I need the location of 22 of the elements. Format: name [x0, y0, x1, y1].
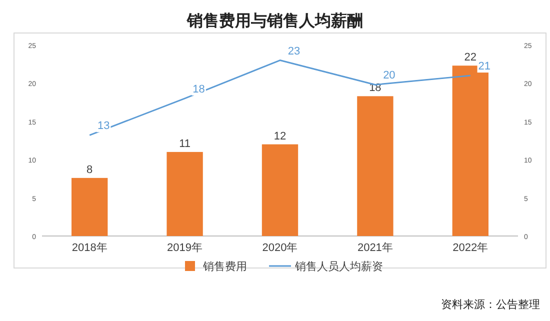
data-label: 13	[97, 120, 110, 132]
x-tick-label: 2019年	[167, 242, 203, 254]
data-label: 20	[383, 70, 396, 82]
x-tick-label: 2020年	[262, 242, 298, 254]
bar	[166, 152, 203, 236]
text: 资料来源：公告整理	[441, 298, 540, 311]
x-tick-label: 2018年	[72, 242, 108, 254]
data-label: 11	[179, 138, 191, 150]
data-label: 23	[288, 45, 300, 58]
chart-title: 销售费用与销售人均薪酬	[186, 12, 363, 30]
data-label: 8	[86, 164, 93, 176]
x-tick-label: 2021年	[357, 242, 393, 254]
x-tick-label: 2022年	[452, 242, 488, 254]
data-label: 18	[192, 83, 205, 96]
data-label: 12	[274, 130, 286, 142]
bar	[357, 96, 394, 236]
data-label: 22	[464, 52, 477, 64]
bar	[72, 178, 108, 236]
legend-label: 销售费用	[202, 260, 247, 273]
legend-label: 销售人员人均薪资	[294, 260, 383, 273]
data-label: 21	[478, 60, 491, 73]
bar	[262, 144, 298, 236]
